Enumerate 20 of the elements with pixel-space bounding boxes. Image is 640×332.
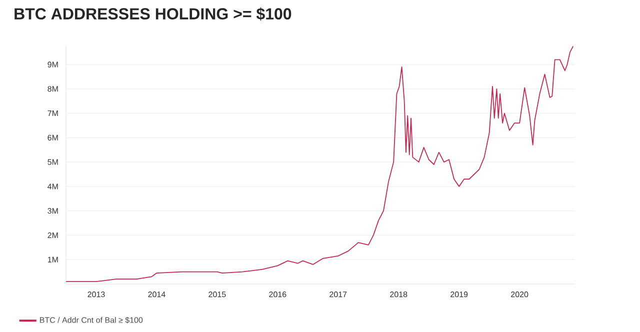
legend-label: BTC / Addr Cnt of Bal ≥ $100: [40, 316, 143, 324]
y-tick-label: 8M: [48, 86, 58, 92]
y-tick-label: 4M: [48, 184, 58, 190]
x-tick-label: 2017: [330, 292, 347, 298]
y-tick-label: 5M: [48, 159, 58, 165]
y-tick-label: 6M: [48, 134, 58, 141]
y-tick-label: 9M: [48, 62, 58, 68]
x-tick-label: 2014: [148, 292, 166, 298]
line-series: [66, 46, 574, 282]
y-tick-label: 1M: [48, 256, 58, 262]
y-tick-label: 2M: [48, 232, 58, 238]
x-tick-label: 2013: [88, 292, 105, 298]
x-tick-label: 2018: [390, 292, 408, 298]
x-tick-label: 2019: [450, 292, 468, 298]
y-tick-label: 3M: [48, 208, 58, 214]
y-tick-label: 7M: [48, 110, 58, 116]
x-tick-label: 2020: [511, 292, 528, 298]
x-tick-label: 2015: [208, 292, 226, 298]
x-tick-label: 2016: [269, 292, 286, 298]
chart-title: BTC ADDRESSES HOLDING >= $100: [14, 7, 292, 21]
